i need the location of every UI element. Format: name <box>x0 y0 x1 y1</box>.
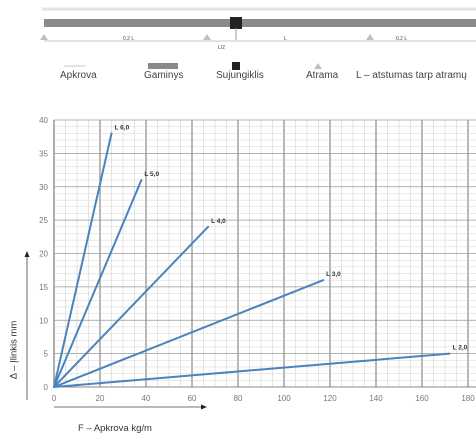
series-line <box>53 132 113 388</box>
y-axis-label: Δ – Įlinkis mm <box>8 320 20 380</box>
y-tick-label: 15 <box>39 283 48 292</box>
x-tick-label: 40 <box>142 394 151 403</box>
y-tick-label: 0 <box>44 383 49 392</box>
scheme-label-center: L/2 <box>218 45 225 51</box>
legend-icons <box>64 62 322 70</box>
legend-product: Gaminys <box>144 70 184 81</box>
y-tick-label: 20 <box>39 250 48 259</box>
y-tick-label: 10 <box>39 316 48 325</box>
connector-legend-icon <box>232 62 240 70</box>
x-tick-label: 80 <box>234 394 243 403</box>
x-tick-label: 120 <box>323 394 337 403</box>
tick-labels: 0 20 40 60 80 100 120 140 160 180 0 5 10 15 20 25 30 35 40 <box>39 116 475 403</box>
series-line <box>53 352 451 388</box>
x-tick-label: 100 <box>277 394 291 403</box>
beam-scheme: 0.2 L L/2 L 0.2 L <box>40 7 476 51</box>
product-legend-icon <box>148 63 178 69</box>
x-tick-label: 60 <box>188 394 197 403</box>
scheme-label-left-span: 0.2 L <box>123 36 134 42</box>
y-tick-label: 25 <box>39 216 48 225</box>
legend-connector: Sujungiklis <box>216 70 264 81</box>
legend-distance: L – atstumas tarp atramų <box>356 70 467 81</box>
x-tick-label: 140 <box>369 394 383 403</box>
x-tick-label: 20 <box>96 394 105 403</box>
grid <box>53 119 476 388</box>
x-axis-label: F – Apkrova kg/m <box>78 423 152 434</box>
series-label: L 5,0 <box>144 171 159 178</box>
product-beam <box>44 19 476 27</box>
series-label: L 6,0 <box>115 124 130 131</box>
axes <box>53 120 476 388</box>
series-labels: L 6,0 L 5,0 L 4,0 L 3,0 L 2,0 <box>115 124 468 351</box>
x-tick-label: 0 <box>52 394 57 403</box>
x-tick-label: 160 <box>415 394 429 403</box>
x-tick-label: 180 <box>461 394 475 403</box>
y-tick-label: 5 <box>44 350 49 359</box>
series-line <box>53 179 143 388</box>
legend-support: Atrama <box>306 70 339 81</box>
scheme-label-span: L <box>284 36 287 42</box>
series-label: L 2,0 <box>453 345 468 352</box>
series-label: L 4,0 <box>211 218 226 225</box>
legend-load: Apkrova <box>60 70 97 81</box>
deflection-chart: 0 20 40 60 80 100 120 140 160 180 0 5 10 15 20 25 30 35 40… <box>39 116 476 403</box>
support-triangle-right <box>366 34 374 40</box>
connector-block <box>230 17 242 29</box>
y-tick-label: 40 <box>39 116 48 125</box>
series-line <box>53 225 210 388</box>
support-triangle-left <box>40 34 48 40</box>
series-label: L 3,0 <box>326 271 341 278</box>
series <box>53 132 451 388</box>
support-legend-icon <box>314 63 322 69</box>
legend: Apkrova Gaminys Sujungiklis Atrama L – a… <box>0 62 476 88</box>
scheme-label-right-span: 0.2 L <box>396 36 407 42</box>
support-triangle-mid <box>203 34 211 40</box>
y-tick-label: 30 <box>39 183 48 192</box>
y-tick-label: 35 <box>39 149 48 158</box>
series-line <box>53 279 325 388</box>
